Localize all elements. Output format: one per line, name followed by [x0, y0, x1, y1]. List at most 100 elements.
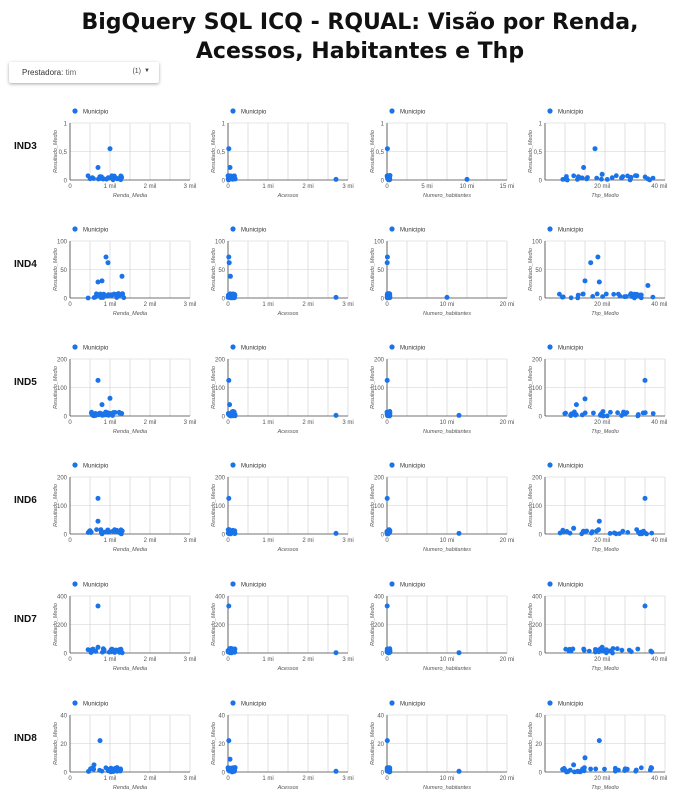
data-point — [615, 410, 620, 416]
y-tick-label: 1 — [222, 122, 226, 128]
legend-marker — [547, 700, 553, 706]
data-point — [582, 278, 588, 284]
x-tick-label: 1 mi — [262, 538, 273, 544]
y-tick-label: 0 — [64, 533, 68, 539]
data-point — [614, 646, 620, 652]
x-axis-title: Numero_habitantes — [423, 666, 471, 672]
legend-label: Municipio — [83, 228, 109, 234]
legend-marker — [389, 700, 395, 706]
scatter-chart-ind6-habitantes: Municipio 0 100 200 Resultado_Medio 0 10 mi 20 … — [370, 462, 514, 553]
data-point — [104, 293, 110, 299]
x-tick-label: 2 mi — [302, 538, 313, 544]
x-tick-label: 1 mil — [104, 302, 117, 308]
data-point — [94, 527, 99, 532]
data-point — [584, 176, 590, 182]
y-tick-label: 100 — [215, 240, 226, 246]
data-point — [610, 646, 616, 651]
data-point — [610, 650, 615, 656]
legend-marker — [72, 462, 78, 468]
y-tick-label: 400 — [57, 595, 68, 601]
data-point — [333, 294, 339, 300]
y-axis-title: Resultado_Medio — [53, 130, 59, 173]
data-point — [596, 738, 602, 744]
x-tick-label: 2 mi — [302, 776, 313, 782]
legend-marker — [230, 108, 236, 114]
y-tick-label: 200 — [532, 623, 543, 629]
data-point — [105, 260, 111, 266]
data-point — [227, 165, 233, 170]
x-tick-label: 1 mi — [262, 657, 273, 663]
data-point — [599, 171, 605, 177]
data-point — [385, 646, 391, 652]
data-point — [626, 647, 632, 653]
y-axis-title: Resultado_Medio — [211, 130, 217, 173]
data-point — [594, 291, 600, 297]
x-axis-title: Numero_habitantes — [423, 311, 471, 317]
data-point — [386, 176, 391, 182]
y-axis-title: Resultado_Medio — [211, 484, 217, 527]
data-point — [95, 603, 101, 609]
filter-value: tim — [65, 68, 77, 77]
x-tick-label: 0 — [68, 776, 72, 782]
x-axis-title: Thp_Medio — [591, 193, 619, 199]
data-point — [600, 413, 606, 419]
x-axis-title: Renda_Media — [113, 193, 147, 199]
legend-marker — [72, 581, 78, 587]
scatter-chart-ind3-renda: Municipio 0 0,5 1 Resultado_Medio 0 1 mil 2 mil… — [53, 108, 196, 199]
data-point — [635, 413, 641, 419]
y-tick-label: 0,5 — [534, 150, 543, 156]
y-tick-label: 200 — [215, 358, 226, 364]
data-point — [333, 412, 339, 418]
data-point — [580, 766, 585, 772]
legend-marker — [230, 581, 236, 587]
x-tick-label: 0 — [385, 657, 389, 663]
data-point — [620, 528, 626, 534]
data-point — [645, 176, 651, 182]
data-point — [333, 530, 339, 536]
y-tick-label: 0,5 — [217, 150, 226, 156]
data-point — [565, 769, 571, 774]
data-point — [650, 411, 656, 416]
y-tick-label: 100 — [374, 504, 385, 510]
data-point — [624, 294, 629, 299]
data-point — [647, 767, 653, 773]
y-tick-label: 0 — [222, 179, 226, 185]
data-point — [560, 767, 565, 772]
y-tick-label: 0 — [539, 415, 543, 421]
x-axis-title: Thp_Medio — [591, 429, 619, 435]
legend-label: Municipio — [241, 583, 267, 589]
y-tick-label: 200 — [57, 358, 68, 364]
x-tick-label: 10 mi — [440, 776, 455, 782]
y-tick-label: 0 — [222, 297, 226, 303]
data-point — [600, 294, 605, 299]
data-point — [633, 173, 638, 179]
x-tick-label: 2 mil — [144, 776, 157, 782]
prestadora-filter[interactable]: Prestadora: tim (1) ▼ — [9, 62, 159, 83]
x-tick-label: 10 mi — [440, 420, 455, 426]
x-axis-title: Acessos — [277, 429, 299, 435]
x-tick-label: 0 — [385, 184, 389, 190]
x-tick-label: 0 — [385, 538, 389, 544]
y-axis-title: Resultado_Medio — [370, 248, 376, 291]
data-point — [456, 768, 462, 774]
x-tick-label: 2 mi — [302, 420, 313, 426]
data-point — [103, 254, 109, 260]
legend-label: Municipio — [83, 464, 109, 470]
y-axis-title: Resultado_Medio — [370, 722, 376, 765]
data-point — [226, 146, 232, 152]
data-point — [333, 768, 339, 774]
data-point — [568, 412, 573, 418]
legend-label: Municipio — [241, 228, 267, 234]
x-axis-title: Acessos — [277, 311, 299, 317]
legend-label: Municipio — [241, 464, 267, 470]
data-point — [633, 767, 639, 773]
data-point — [106, 528, 111, 534]
data-point — [385, 767, 391, 773]
x-tick-label: 0 — [385, 420, 389, 426]
triangle-down-icon[interactable]: ▼ — [144, 68, 150, 74]
x-tick-label: 2 mil — [144, 657, 157, 663]
row-label-ind5: IND5 — [14, 377, 37, 388]
x-tick-label: 20 mil — [594, 184, 610, 190]
